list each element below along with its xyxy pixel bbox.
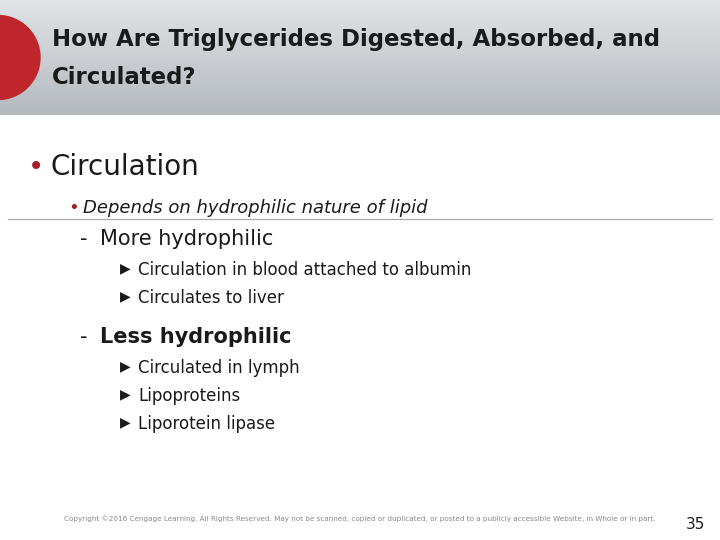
Text: 35: 35 (685, 517, 705, 532)
Bar (0, 36, 720, 40)
Bar (0, 42, 720, 46)
Text: Depends on hydrophilic nature of lipid: Depends on hydrophilic nature of lipid (83, 199, 428, 217)
Bar (0, 111, 720, 115)
Bar (0, 108, 720, 112)
Text: ▶: ▶ (120, 261, 130, 275)
Bar (0, 5, 720, 9)
Bar (0, 74, 720, 78)
Bar (0, 51, 720, 55)
Bar (0, 105, 720, 109)
Text: Less hydrophilic: Less hydrophilic (100, 327, 292, 347)
Text: More hydrophilic: More hydrophilic (100, 229, 274, 249)
Bar (0, 25, 720, 29)
Text: •: • (28, 153, 44, 181)
Bar (0, 99, 720, 104)
Bar (0, 115, 720, 540)
Bar (0, 71, 720, 75)
Text: Circulation: Circulation (50, 153, 199, 181)
Bar (0, 97, 720, 100)
Bar (0, 91, 720, 95)
Bar (0, 59, 720, 63)
Bar (0, 2, 720, 6)
Bar (0, 53, 720, 57)
Text: ▶: ▶ (120, 289, 130, 303)
Bar (0, 68, 720, 72)
Text: -: - (80, 229, 88, 249)
Text: ▶: ▶ (120, 415, 130, 429)
Text: How Are Triglycerides Digested, Absorbed, and: How Are Triglycerides Digested, Absorbed… (52, 28, 660, 51)
Bar (0, 8, 720, 11)
Text: Circulated in lymph: Circulated in lymph (138, 359, 300, 377)
Text: •: • (68, 199, 78, 217)
Bar (0, 79, 720, 83)
Bar (0, 28, 720, 32)
Circle shape (0, 16, 40, 99)
Bar (0, 10, 720, 15)
Bar (0, 85, 720, 89)
Text: Lipoproteins: Lipoproteins (138, 387, 240, 405)
Text: Circulated?: Circulated? (52, 66, 197, 89)
Bar (0, 83, 720, 86)
Bar (0, 0, 720, 3)
Bar (0, 19, 720, 23)
Bar (0, 33, 720, 37)
Text: Copyright ©2016 Cengage Learning. All Rights Reserved. May not be scanned, copie: Copyright ©2016 Cengage Learning. All Ri… (64, 515, 656, 522)
Text: ▶: ▶ (120, 387, 130, 401)
Bar (0, 94, 720, 98)
Text: Liporotein lipase: Liporotein lipase (138, 415, 275, 433)
Bar (0, 48, 720, 52)
Bar (0, 88, 720, 92)
Bar (0, 22, 720, 26)
Bar (0, 45, 720, 49)
Text: -: - (80, 327, 88, 347)
Bar (0, 57, 720, 60)
Bar (0, 62, 720, 66)
Bar (0, 39, 720, 43)
Text: Circulation in blood attached to albumin: Circulation in blood attached to albumin (138, 261, 472, 279)
Text: Circulates to liver: Circulates to liver (138, 289, 284, 307)
Bar (0, 31, 720, 35)
Text: ▶: ▶ (120, 359, 130, 373)
Bar (0, 103, 720, 106)
Bar (0, 65, 720, 69)
Bar (0, 16, 720, 20)
Bar (0, 77, 720, 80)
Bar (0, 14, 720, 17)
